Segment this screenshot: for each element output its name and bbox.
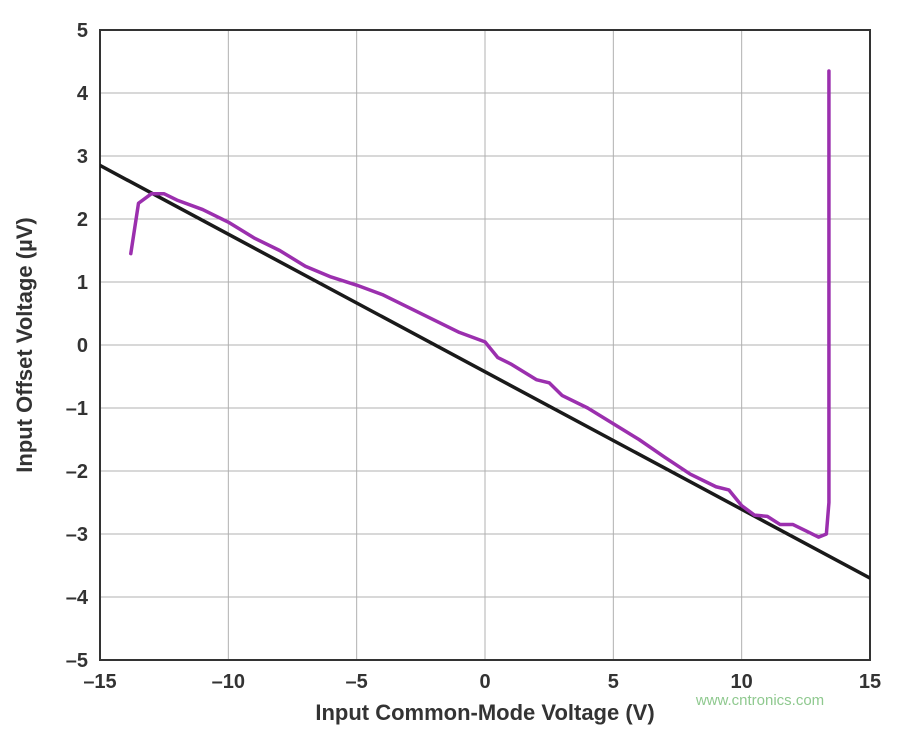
x-axis-label: Input Common-Mode Voltage (V) bbox=[315, 700, 654, 725]
y-tick-label: 4 bbox=[77, 83, 89, 105]
x-tick-label: –5 bbox=[346, 671, 368, 693]
y-tick-label: 2 bbox=[77, 209, 88, 231]
y-tick-label: 5 bbox=[77, 20, 88, 42]
y-tick-label: 3 bbox=[77, 146, 88, 168]
y-tick-label: –2 bbox=[66, 461, 88, 483]
line-chart: –15–10–5051015–5–4–3–2–1012345Input Comm… bbox=[0, 0, 900, 731]
y-tick-label: –3 bbox=[66, 524, 88, 546]
y-tick-label: 1 bbox=[77, 272, 88, 294]
chart-container: –15–10–5051015–5–4–3–2–1012345Input Comm… bbox=[0, 0, 900, 731]
watermark-text: www.cntronics.com bbox=[695, 692, 824, 709]
y-tick-label: –4 bbox=[66, 587, 89, 609]
x-tick-label: 0 bbox=[479, 671, 490, 693]
x-ticks: –15 –10 –5 0 5 10 15 bbox=[83, 671, 881, 693]
y-tick-label: –5 bbox=[66, 650, 88, 672]
y-axis-label: Input Offset Voltage (µV) bbox=[12, 217, 37, 472]
y-ticks: –5 –4 –3 –2 –1 0 1 2 3 4 5 bbox=[66, 20, 89, 672]
x-tick-label: –10 bbox=[212, 671, 245, 693]
y-tick-label: –1 bbox=[66, 398, 88, 420]
x-tick-label: 10 bbox=[731, 671, 753, 693]
y-tick-label: 0 bbox=[77, 335, 88, 357]
x-tick-label: –15 bbox=[83, 671, 116, 693]
x-tick-label: 5 bbox=[608, 671, 619, 693]
x-tick-label: 15 bbox=[859, 671, 881, 693]
